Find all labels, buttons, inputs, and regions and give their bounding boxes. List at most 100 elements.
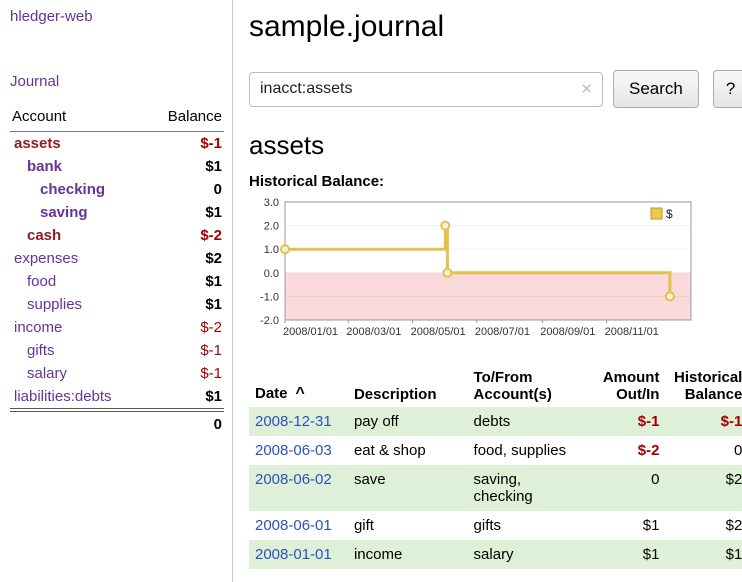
account-row: salary $-1 (10, 362, 224, 385)
account-balance: $-2 (200, 319, 222, 336)
account-row: expenses $2 (10, 247, 224, 270)
account-balance: 0 (213, 181, 222, 198)
column-header-balance: Historical Balance (673, 369, 742, 403)
account-row: food $1 (10, 270, 224, 293)
transaction-balance-cell: $-1 (720, 413, 742, 430)
svg-text:2008/09/01: 2008/09/01 (540, 326, 595, 338)
register-table: Date ^ Description To/From Account(s) Amo… (249, 365, 742, 569)
svg-text:2008/03/01: 2008/03/01 (346, 326, 401, 338)
app-title-link[interactable]: hledger-web (10, 8, 93, 25)
account-balance: $1 (205, 388, 222, 405)
svg-text:2008/11/01: 2008/11/01 (605, 326, 659, 338)
transaction-date-link[interactable]: 2008-12-31 (255, 413, 332, 430)
account-link[interactable]: saving (40, 204, 88, 221)
journal-link[interactable]: Journal (10, 73, 60, 90)
svg-text:-2.0: -2.0 (260, 315, 279, 327)
accounts-table-body: assets $-1 bank $1 checking 0 saving $1 cash $-2 e… (10, 132, 224, 409)
accounts-table: Account Balance assets $-1 bank $1 checking 0… (10, 106, 224, 409)
transaction-date-cell: 2008-01-01 (249, 540, 348, 569)
transaction-date-link[interactable]: 2008-06-03 (255, 442, 332, 459)
transaction-date-cell: 2008-06-01 (249, 511, 348, 540)
account-link[interactable]: expenses (14, 250, 79, 267)
account-row: liabilities:debts $1 (10, 385, 224, 409)
account-balance: $-1 (200, 135, 222, 152)
search-input[interactable] (249, 71, 603, 107)
account-balance: $-1 (200, 342, 222, 359)
accounts-total-balance: 0 (10, 411, 224, 437)
accounts-header-balance: Balance (146, 106, 224, 132)
transaction-date-link[interactable]: 2008-01-01 (255, 546, 332, 563)
account-balance: $1 (205, 296, 222, 313)
transaction-date-link[interactable]: 2008-06-02 (255, 471, 332, 488)
transaction-description-cell: gift (353, 517, 374, 534)
transaction-row: 2008-01-01 income salary $1 $1 (249, 540, 742, 569)
account-heading: assets (249, 130, 325, 160)
account-link[interactable]: liabilities:debts (14, 388, 112, 405)
account-link[interactable]: income (14, 319, 63, 336)
column-header-description: Description (353, 386, 437, 403)
svg-text:-1.0: -1.0 (260, 291, 279, 303)
sort-ascending-icon: ^ (295, 385, 305, 402)
accounts-header-row: Account Balance (10, 106, 224, 132)
account-row: cash $-2 (10, 224, 224, 247)
svg-text:1.0: 1.0 (264, 244, 279, 256)
search-button[interactable]: Search (613, 70, 699, 108)
transaction-balance-cell: $1 (725, 546, 742, 563)
svg-text:2.0: 2.0 (264, 221, 279, 233)
register-header-row: Date ^ Description To/From Account(s) Amo… (249, 365, 742, 407)
svg-text:2008/07/01: 2008/07/01 (475, 326, 530, 338)
column-header-accounts: To/From Account(s) (473, 369, 552, 403)
transaction-row: 2008-06-03 eat & shop food, supplies $-2 0 (249, 436, 742, 465)
accounts-header-account: Account (10, 106, 147, 132)
transaction-date-cell: 2008-06-03 (249, 436, 348, 465)
account-link[interactable]: supplies (27, 296, 83, 313)
clear-search-icon[interactable]: ✕ (580, 81, 593, 98)
register-table-body: 2008-12-31 pay off debts $-1 $-1 2008-06-03 ea… (249, 407, 742, 569)
date-header-label: Date (255, 385, 288, 402)
account-balance: $2 (205, 250, 222, 267)
transaction-amount-cell: $1 (642, 546, 660, 563)
account-link[interactable]: salary (27, 365, 68, 382)
chart-title: Historical Balance: (249, 173, 385, 190)
transaction-amount-cell: $1 (642, 517, 660, 534)
account-row: assets $-1 (10, 132, 224, 156)
transaction-description-cell: pay off (353, 413, 399, 430)
account-link[interactable]: assets (14, 135, 61, 152)
search-box: ✕ (249, 71, 603, 107)
transaction-amount-cell: $-2 (637, 442, 660, 459)
transaction-row: 2008-06-02 save saving, checking 0 $2 (249, 465, 742, 511)
account-link[interactable]: gifts (27, 342, 55, 359)
account-row: income $-2 (10, 316, 224, 339)
account-row: saving $1 (10, 201, 224, 224)
transaction-balance-cell: 0 (734, 442, 742, 459)
main-content: sample.journal ✕ Search ? assets Histori… (233, 0, 742, 582)
transaction-amount-cell: 0 (651, 471, 660, 488)
transaction-accounts-cell: gifts (473, 517, 502, 534)
transaction-accounts-cell: debts (473, 413, 511, 430)
transaction-row: 2008-12-31 pay off debts $-1 $-1 (249, 407, 742, 436)
help-button[interactable]: ? (712, 70, 742, 108)
sidebar: hledger-web Journal Account Balance asse… (0, 0, 233, 582)
account-link[interactable]: food (27, 273, 57, 290)
column-header-date[interactable]: Date ^ (249, 365, 348, 407)
account-link[interactable]: bank (27, 158, 63, 175)
account-row: supplies $1 (10, 293, 224, 316)
transaction-date-link[interactable]: 2008-06-01 (255, 517, 332, 534)
svg-text:$: $ (666, 207, 673, 221)
account-link[interactable]: cash (27, 227, 62, 244)
transaction-amount-cell: $-1 (637, 413, 660, 430)
transaction-accounts-cell: food, supplies (473, 442, 567, 459)
transaction-date-cell: 2008-06-02 (249, 465, 348, 511)
account-balance: $1 (205, 273, 222, 290)
svg-text:0.0: 0.0 (264, 268, 279, 280)
transaction-description-cell: income (353, 546, 403, 563)
account-link[interactable]: checking (40, 181, 106, 198)
account-balance: $1 (205, 204, 222, 221)
account-row: checking 0 (10, 178, 224, 201)
svg-text:3.0: 3.0 (264, 197, 279, 209)
account-balance: $1 (205, 158, 222, 175)
search-form: ✕ Search ? (249, 70, 742, 108)
transaction-description-cell: save (353, 471, 386, 488)
svg-text:2008/01/01: 2008/01/01 (283, 326, 338, 338)
